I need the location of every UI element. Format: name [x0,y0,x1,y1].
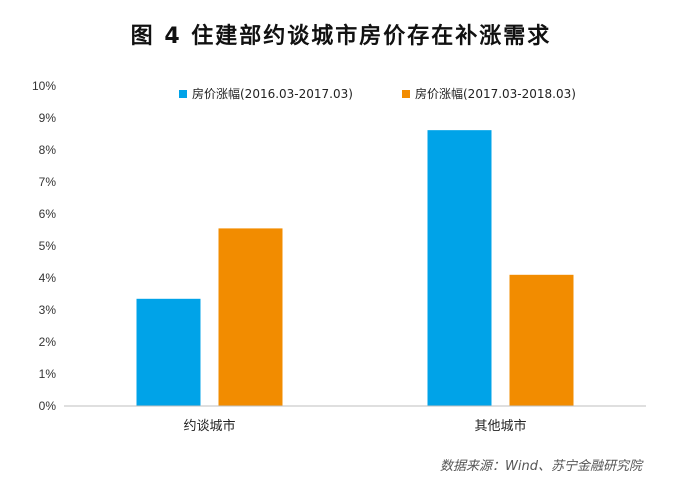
legend-label: 房价涨幅(2016.03-2017.03) [192,86,353,101]
chart-title: 图 4 住建部约谈城市房价存在补涨需求 [130,24,552,49]
y-tick-label: 3% [39,303,57,317]
bar-2-series-2 [509,274,574,406]
y-tick-label: 5% [39,239,57,253]
source-note: 数据来源：Wind、苏宁金融研究院 [440,459,642,474]
x-axis-categories: 约谈城市 其他城市 [183,418,526,434]
x-category-label: 约谈城市 [183,418,235,434]
bar-2-series-1 [427,130,492,406]
legend-swatch [179,90,187,98]
y-tick-label: 8% [39,143,57,157]
legend: 房价涨幅(2016.03-2017.03) 房价涨幅(2017.03-2018.0… [179,86,576,101]
y-tick-label: 0% [39,399,57,413]
y-tick-label: 4% [39,271,57,285]
legend-swatch [402,90,410,98]
y-tick-label: 10% [32,79,56,93]
y-tick-label: 7% [39,175,57,189]
x-category-label: 其他城市 [474,418,526,434]
y-axis: 0% 1% 2% 3% 4% 5% 6% 7% 8% 9% 10% [32,79,56,413]
legend-label: 房价涨幅(2017.03-2018.03) [415,86,576,101]
y-tick-label: 1% [39,367,57,381]
y-tick-label: 9% [39,111,57,125]
bar-1-series-1 [136,298,201,406]
bars [136,130,574,406]
y-tick-label: 6% [39,207,57,221]
bar-1-series-2 [218,228,283,406]
y-tick-label: 2% [39,335,57,349]
